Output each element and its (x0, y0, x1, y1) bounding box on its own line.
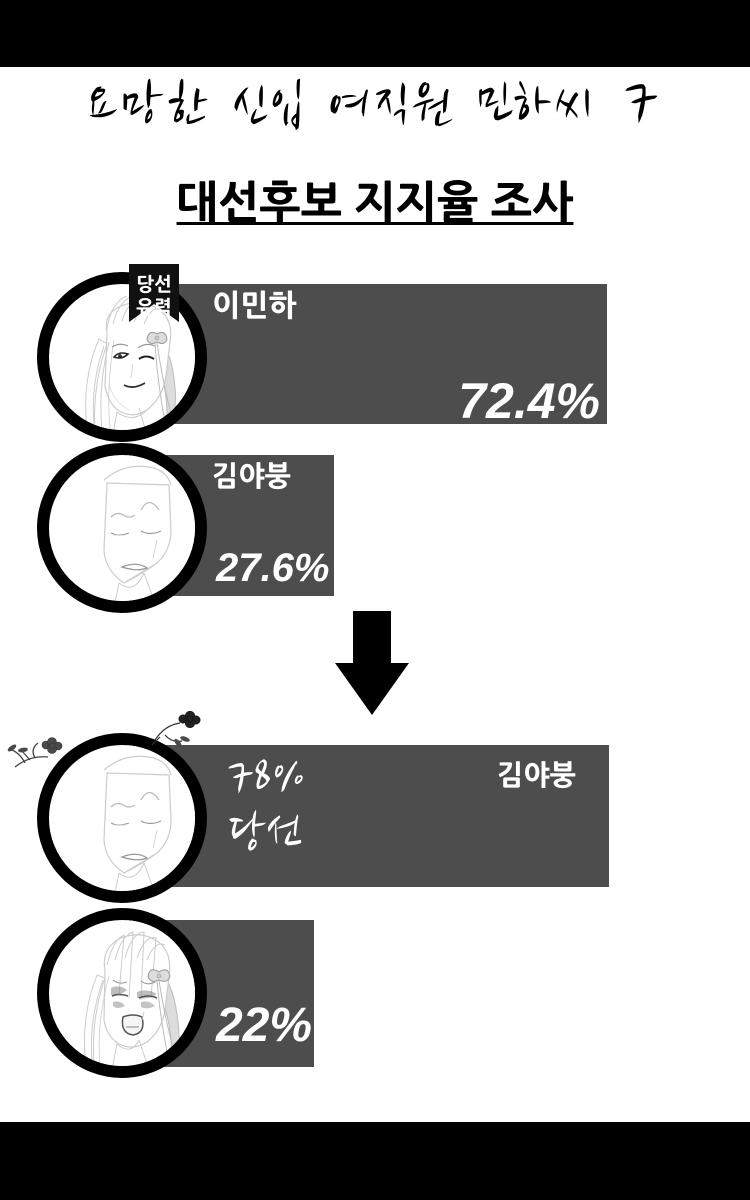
svg-text:유력: 유력 (136, 297, 172, 317)
svg-text:당선: 당선 (136, 274, 172, 294)
